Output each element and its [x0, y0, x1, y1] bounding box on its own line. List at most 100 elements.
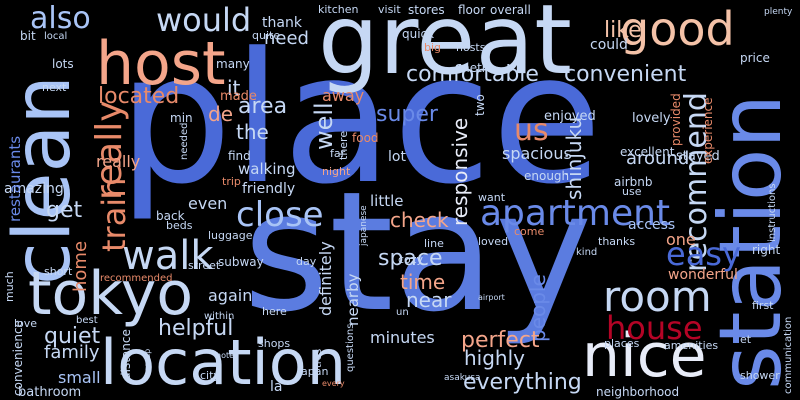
word: enjoyed	[544, 109, 596, 124]
word: shops	[258, 337, 291, 350]
word: de	[208, 102, 233, 126]
word: needed	[179, 122, 190, 161]
word: want	[478, 191, 506, 204]
word: airport	[478, 293, 505, 302]
word: recommended	[100, 273, 173, 284]
word: close	[236, 195, 324, 235]
word: bathroom	[18, 385, 82, 400]
word: price	[740, 51, 770, 65]
word: little	[370, 192, 404, 210]
word: room	[603, 272, 712, 321]
word: questions	[345, 323, 356, 372]
word: distance	[119, 329, 133, 380]
word: places	[604, 337, 640, 350]
word: quite	[252, 29, 281, 42]
word: first	[752, 299, 774, 312]
word: it	[227, 76, 241, 100]
word: food	[352, 131, 379, 145]
word: next	[42, 81, 67, 94]
word: need	[264, 28, 309, 49]
word: great	[318, 0, 572, 96]
word: excellent	[620, 145, 675, 159]
word: helpful	[158, 316, 234, 341]
word: much	[3, 271, 16, 302]
word: nice	[582, 321, 707, 391]
word: lots	[52, 57, 74, 71]
word: many	[216, 57, 250, 71]
word: thank	[262, 15, 302, 31]
word: host	[96, 29, 226, 99]
word: well	[310, 102, 338, 150]
word: home	[70, 240, 91, 292]
word: overall	[490, 3, 531, 17]
word: get	[46, 198, 83, 223]
word: come	[514, 225, 545, 238]
word: really	[96, 152, 141, 171]
word: highly	[464, 346, 525, 370]
word: quiet	[44, 324, 101, 349]
word: stay	[243, 156, 593, 348]
word: visit	[378, 3, 401, 16]
word: around	[626, 148, 690, 169]
word: love	[14, 317, 38, 330]
word: space	[378, 246, 443, 271]
word: big	[424, 41, 442, 54]
word: also	[30, 1, 91, 36]
word: use	[622, 185, 642, 198]
word: kind	[576, 247, 598, 258]
word: check	[390, 208, 449, 232]
word: city	[200, 369, 220, 382]
word: short	[44, 265, 73, 278]
word: would	[156, 1, 252, 39]
word: street	[188, 259, 221, 272]
word: minutes	[370, 328, 435, 347]
word: convenient	[564, 62, 687, 87]
word: here	[262, 305, 287, 318]
word: amazing	[4, 181, 64, 197]
word: small	[58, 368, 101, 387]
word: lovely	[632, 111, 671, 126]
word: floor	[458, 3, 486, 17]
word: family	[44, 342, 100, 363]
word: could	[590, 37, 628, 53]
word: right	[752, 243, 781, 257]
word: the	[236, 120, 269, 144]
word: access	[628, 217, 676, 233]
word: time	[400, 270, 446, 294]
word: bit	[20, 29, 36, 43]
word: hosts	[456, 41, 486, 54]
word: friendly	[242, 181, 296, 197]
word: stores	[408, 3, 445, 17]
word: comfortable	[406, 62, 539, 87]
word: away	[322, 86, 365, 105]
word: un	[396, 307, 409, 318]
word: even	[188, 194, 228, 213]
word: metro	[458, 61, 494, 75]
word: best	[76, 315, 98, 326]
word: stayed	[676, 149, 720, 164]
word: trip	[222, 175, 241, 188]
word: japan	[298, 365, 329, 378]
word: near	[406, 288, 452, 312]
word: restaurants	[6, 135, 24, 222]
word: find	[228, 149, 251, 163]
word: spacious	[502, 144, 572, 163]
word: made	[220, 89, 257, 104]
word: kitchen	[318, 3, 359, 16]
word: two	[473, 94, 487, 116]
word: definitely	[316, 241, 335, 316]
word: très	[313, 348, 324, 368]
word: back	[156, 209, 185, 223]
word: enough	[524, 169, 570, 183]
word: night	[322, 165, 351, 178]
word: super	[376, 102, 438, 127]
word: instructions	[767, 183, 778, 242]
word: thanks	[598, 235, 636, 248]
word: japanese	[359, 205, 369, 246]
word: group	[143, 348, 152, 372]
word: there	[337, 130, 350, 160]
word: within	[204, 311, 235, 322]
word: local	[44, 31, 68, 42]
word: apartment	[480, 193, 671, 234]
